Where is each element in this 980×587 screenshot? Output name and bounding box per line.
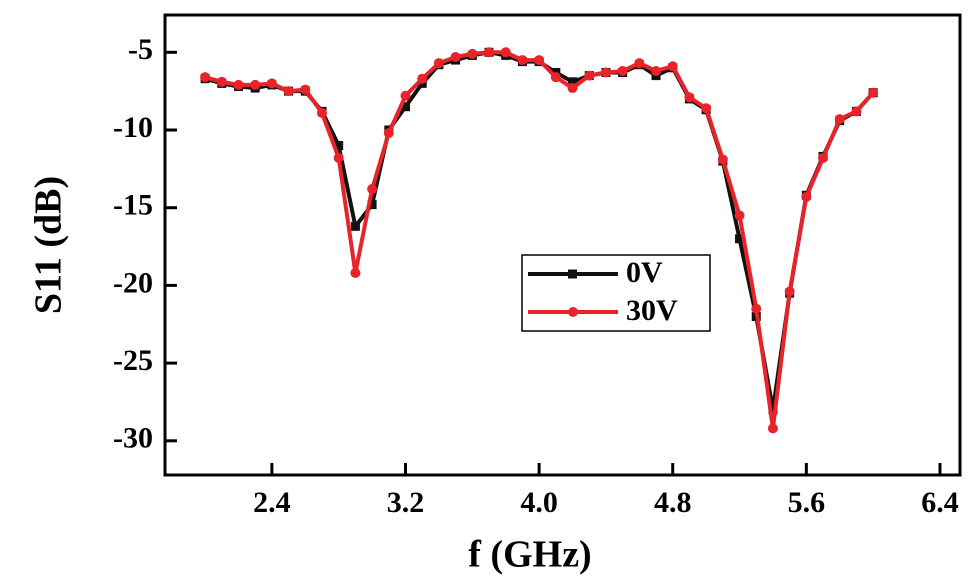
marker <box>818 152 829 163</box>
x-tick-label: 3.2 <box>387 486 425 519</box>
y-tick-label: -20 <box>113 266 153 299</box>
marker <box>400 90 411 101</box>
x-axis-label: f (GHz) <box>468 534 591 576</box>
marker <box>333 152 344 163</box>
marker <box>367 184 378 195</box>
marker <box>600 67 611 78</box>
series-line <box>204 50 875 431</box>
marker <box>667 61 678 72</box>
legend-marker <box>568 307 578 317</box>
marker <box>417 73 428 84</box>
marker <box>567 83 578 94</box>
marker <box>517 55 528 66</box>
marker <box>350 267 361 278</box>
marker <box>768 405 778 415</box>
y-tick-label: -25 <box>113 344 153 377</box>
marker <box>484 47 495 58</box>
marker <box>200 72 211 83</box>
y-tick-label: -10 <box>113 111 153 144</box>
marker <box>701 103 712 114</box>
marker <box>534 55 545 66</box>
marker <box>550 72 561 83</box>
marker <box>734 210 745 221</box>
legend-label: 0V <box>626 256 663 289</box>
marker <box>684 92 695 103</box>
marker <box>316 107 327 118</box>
marker <box>266 78 277 89</box>
x-tick-label: 4.8 <box>654 486 692 519</box>
marker <box>767 423 778 434</box>
marker <box>717 154 728 165</box>
marker <box>634 58 645 69</box>
marker <box>868 87 879 98</box>
marker <box>383 128 394 139</box>
marker <box>801 191 812 202</box>
marker <box>851 106 862 117</box>
x-tick-label: 6.4 <box>921 486 959 519</box>
marker <box>834 114 845 125</box>
marker <box>450 51 461 62</box>
y-axis-label: S11 (dB) <box>28 176 70 314</box>
marker <box>283 86 294 97</box>
marker <box>651 65 662 76</box>
legend-marker <box>568 269 577 279</box>
marker <box>216 76 227 87</box>
legend-box <box>521 254 711 332</box>
marker <box>584 70 595 81</box>
marker <box>367 200 377 210</box>
marker <box>334 141 344 151</box>
plot-frame <box>163 13 962 477</box>
y-tick-label: -30 <box>113 422 153 455</box>
x-tick-label: 5.6 <box>788 486 826 519</box>
marker <box>250 79 261 90</box>
legend-label: 30V <box>626 294 678 327</box>
y-tick-label: -15 <box>113 189 153 222</box>
marker <box>300 84 311 95</box>
marker <box>735 234 745 244</box>
marker <box>401 102 411 112</box>
marker <box>433 58 444 69</box>
marker <box>350 221 360 231</box>
series-line <box>204 50 875 412</box>
marker <box>617 65 628 76</box>
x-tick-label: 2.4 <box>253 486 291 519</box>
marker <box>233 79 244 90</box>
marker <box>784 286 795 297</box>
marker <box>467 48 478 59</box>
marker <box>751 303 762 314</box>
x-tick-label: 4.0 <box>520 486 558 519</box>
y-tick-label: -5 <box>128 33 153 66</box>
marker <box>500 47 511 58</box>
marker <box>568 77 578 87</box>
